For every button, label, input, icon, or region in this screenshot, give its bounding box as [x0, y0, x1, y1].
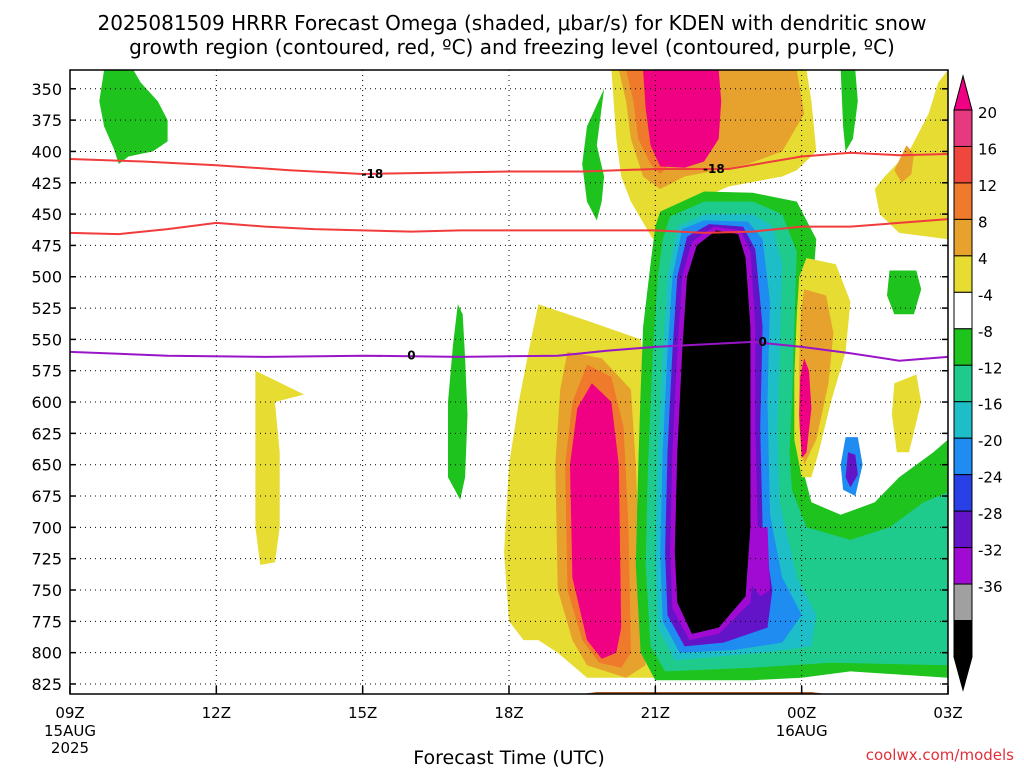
colorbar-label-1: 16 [978, 141, 997, 159]
contour-line-2 [70, 340, 948, 362]
colorbar-label-0: 20 [978, 104, 997, 122]
pressure-axis: 350 375 400 425 450 475 500 525 550 575 600 625 650 6… [31, 80, 948, 694]
omega-region-18 [674, 230, 751, 634]
colorbar-label-10: -24 [978, 469, 1003, 487]
omega-region-25 [887, 270, 922, 315]
x-tick-year-0: 2025 [51, 739, 89, 757]
colorbar-segment-0 [953, 109, 973, 147]
colorbar-top-arrow [953, 74, 973, 111]
colorbar-label-3: 8 [978, 213, 988, 231]
y-tick-label-575: 575 [31, 362, 62, 381]
x-tick-label-3: 12Z [202, 704, 231, 722]
colorbar-label-4: 4 [978, 250, 988, 268]
plot-gridlines [70, 70, 948, 694]
y-tick-label-700: 700 [31, 518, 62, 537]
contour-label-0-0: -18 [362, 167, 384, 181]
omega-region-28 [845, 452, 858, 488]
y-tick-label-375: 375 [31, 111, 62, 130]
omega-region-1 [255, 370, 305, 565]
omega-region-11 [643, 70, 722, 168]
temperature-contours: -18 -18 0 0 [70, 151, 948, 363]
colorbar-segment-14 [953, 620, 973, 658]
contour-label-0-1: -18 [703, 162, 725, 176]
y-tick-label-425: 425 [31, 174, 62, 193]
colorbar-label-9: -20 [978, 432, 1003, 450]
y-tick-label-725: 725 [31, 550, 62, 569]
colorbar-segment-12 [953, 547, 973, 585]
colorbar-label-11: -28 [978, 505, 1003, 523]
y-tick-label-825: 825 [31, 675, 62, 694]
contour-line-0 [70, 151, 948, 176]
omega-colorbar: 20 16 12 8 4 -4 -8 -12 -16 -20 -24 -28 -32 -36 [953, 74, 1003, 692]
colorbar-label-2: 12 [978, 177, 997, 195]
contour-label-2-0: 0 [407, 349, 415, 363]
colorbar-segment-8 [953, 401, 973, 439]
colorbar-segment-11 [953, 510, 973, 549]
colorbar-label-8: -16 [978, 396, 1003, 414]
y-tick-label-600: 600 [31, 393, 62, 412]
colorbar-label-5: -4 [978, 286, 993, 304]
omega-shaded-regions [99, 70, 948, 681]
colorbar-label-7: -12 [978, 359, 1003, 377]
y-tick-label-525: 525 [31, 299, 62, 318]
colorbar-segment-13 [953, 583, 973, 622]
contour-label-2-1: 0 [758, 335, 766, 349]
omega-region-22 [840, 70, 858, 152]
colorbar-segment-10 [953, 474, 973, 512]
colorbar-segment-6 [953, 328, 973, 366]
y-tick-label-750: 750 [31, 581, 62, 600]
y-tick-label-625: 625 [31, 424, 62, 443]
omega-region-2 [448, 304, 468, 500]
omega-region-0 [99, 70, 168, 164]
y-tick-label-550: 550 [31, 330, 62, 349]
omega-region-29 [750, 527, 770, 597]
credit-text: coolwx.com/models [866, 746, 1014, 764]
omega-region-3 [582, 88, 605, 221]
y-tick-label-350: 350 [31, 80, 62, 99]
y-tick-label-650: 650 [31, 456, 62, 475]
colorbar-segment-5 [953, 291, 973, 330]
omega-region-7 [570, 383, 622, 659]
x-tick-date-15: 16AUG [776, 722, 828, 740]
chart-title-line-1: 2025081509 HRRR Forecast Omega (shaded, … [97, 11, 926, 35]
colorbar-segment-4 [953, 255, 973, 293]
y-tick-label-475: 475 [31, 236, 62, 255]
omega-region-21 [799, 358, 812, 459]
colorbar-segment-1 [953, 145, 973, 184]
colorbar-segment-3 [953, 218, 973, 257]
x-tick-label-9: 18Z [494, 704, 523, 722]
y-tick-label-500: 500 [31, 268, 62, 287]
contour-line-1 [70, 218, 948, 236]
y-tick-label-450: 450 [31, 205, 62, 224]
omega-region-26 [891, 374, 922, 453]
y-tick-label-675: 675 [31, 487, 62, 506]
x-tick-label-6: 15Z [348, 704, 377, 722]
y-tick-label-800: 800 [31, 644, 62, 663]
colorbar-segment-9 [953, 437, 973, 476]
x-tick-label-18: 03Z [933, 704, 962, 722]
x-tick-label-15: 00Z [787, 704, 816, 722]
x-tick-date-0: 15AUG [44, 722, 96, 740]
chart-title-line-2: growth region (contoured, red, ºC) and f… [129, 35, 895, 59]
colorbar-label-6: -8 [978, 323, 993, 341]
x-tick-label-12: 21Z [641, 704, 670, 722]
colorbar-label-13: -36 [978, 578, 1003, 596]
colorbar-segment-7 [953, 364, 973, 403]
x-tick-label-0: 09Z [55, 704, 84, 722]
y-tick-label-775: 775 [31, 612, 62, 631]
colorbar-label-12: -32 [978, 542, 1003, 560]
x-axis-title: Forecast Time (UTC) [413, 747, 604, 768]
y-tick-label-400: 400 [31, 142, 62, 161]
colorbar-segment-2 [953, 182, 973, 220]
colorbar-bottom-arrow [953, 656, 973, 692]
